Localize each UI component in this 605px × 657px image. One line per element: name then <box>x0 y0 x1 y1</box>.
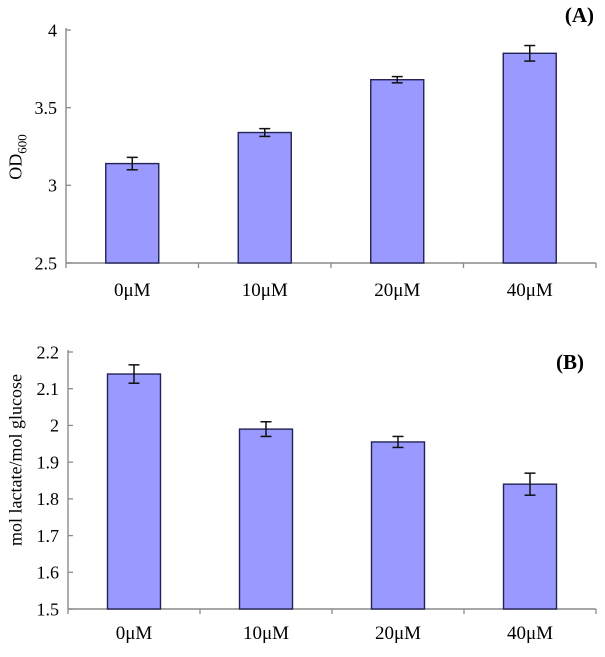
y-axis-title-b-text: mol lactate/mol glucose <box>5 374 26 546</box>
bar-chart-b: 1.5 1.6 1.7 1.8 1.9 2 2.1 2.2 0μM 10μM 20μM 40μM <box>37 342 597 644</box>
y-tick-label: 2.2 <box>37 342 60 362</box>
y-tick-label: 3 <box>48 176 57 196</box>
bar <box>370 79 425 264</box>
y-axis-title-a-subscript: 600 <box>14 134 30 154</box>
y-tick-label: 1.8 <box>37 489 60 509</box>
y-tick-label: 1.6 <box>37 563 60 583</box>
bar <box>502 52 557 264</box>
bar <box>370 441 426 610</box>
y-axis-title-a-text: OD <box>5 153 26 180</box>
x-category-label: 40μM <box>507 623 553 644</box>
y-axis-title-b: mol lactate/mol glucose <box>6 374 27 546</box>
y-tick-label: 2.1 <box>37 379 60 399</box>
y-tick-label: 2.5 <box>35 253 58 273</box>
y-tick-label: 1.9 <box>37 452 60 472</box>
y-axis-title-a: OD600 <box>6 134 31 180</box>
x-category-label: 40μM <box>507 280 553 301</box>
bar <box>106 373 162 610</box>
bar <box>105 162 160 264</box>
x-category-label: 20μM <box>375 623 421 644</box>
x-category-label: 0μM <box>116 623 153 644</box>
panel-label-a: (A) <box>564 3 594 27</box>
y-tick-label: 4 <box>48 20 57 40</box>
bar <box>502 483 558 610</box>
x-category-label: 10μM <box>243 623 289 644</box>
y-tick-label: 1.7 <box>37 526 60 546</box>
panel-a: 2.5 3 3.5 4 0μM 10μM 20μM 40μM OD600 (A) <box>6 3 597 301</box>
panel-label-b: (B) <box>556 350 584 374</box>
y-tick-label: 1.5 <box>37 599 60 619</box>
bar <box>238 428 294 610</box>
y-tick-label: 3.5 <box>35 98 58 118</box>
x-category-label: 20μM <box>374 280 420 301</box>
y-tick-label: 2 <box>50 416 59 436</box>
bar <box>237 131 292 264</box>
x-category-label: 0μM <box>114 280 151 301</box>
panel-b: 1.5 1.6 1.7 1.8 1.9 2 2.1 2.2 0μM 10μM 20μM 40μM mo… <box>0 330 605 657</box>
x-category-label: 10μM <box>242 280 288 301</box>
